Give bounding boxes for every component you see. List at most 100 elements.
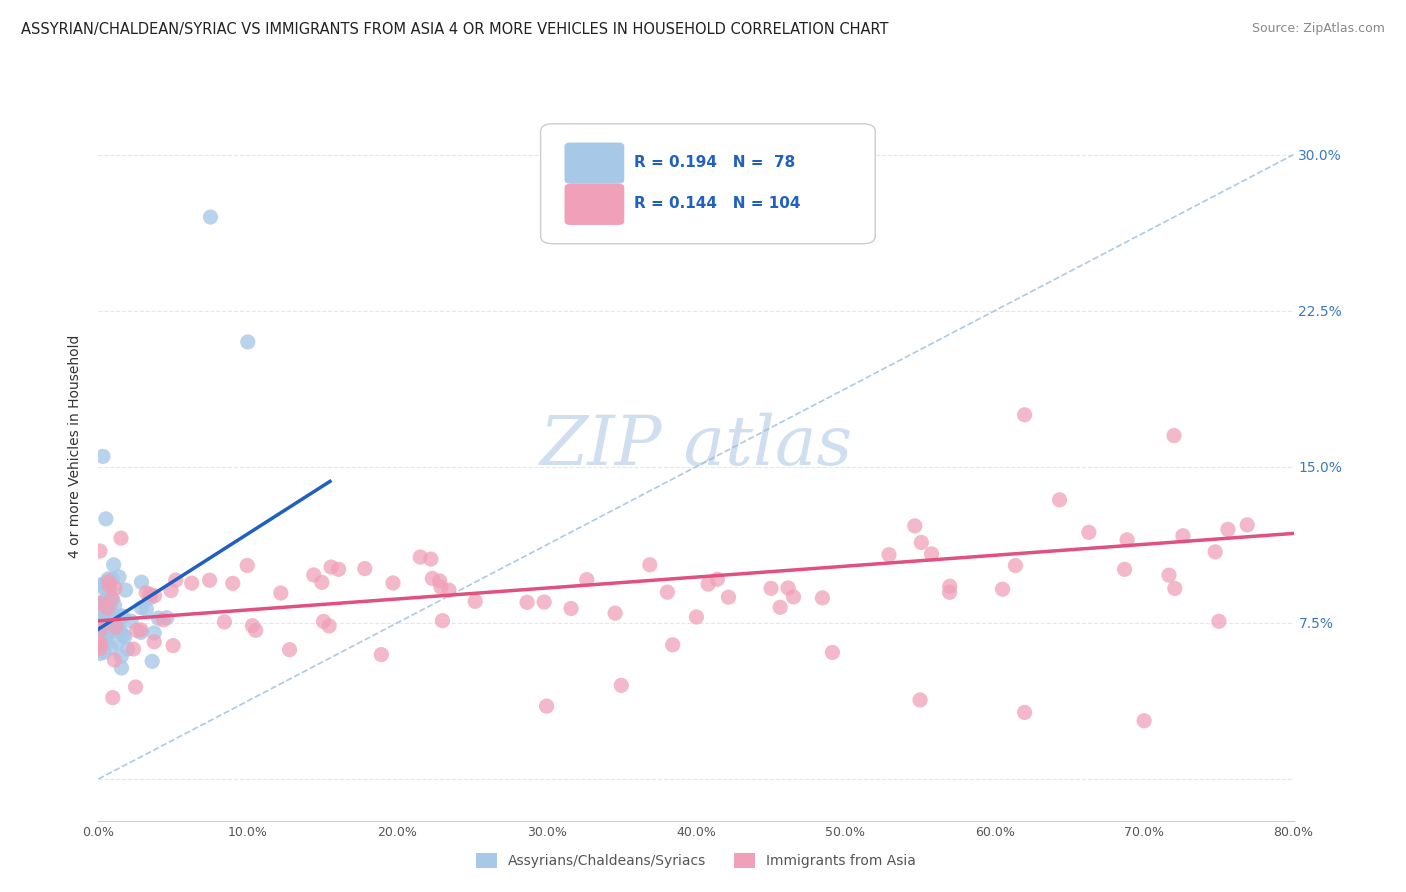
Point (1216, 523, 1239, 537)
Point (938, 585, 960, 599)
Point (312, 615, 335, 629)
Point (1004, 558, 1026, 573)
Point (533, 595, 555, 609)
Point (89, 647, 111, 661)
Point (1163, 428, 1185, 442)
Point (141, 654, 163, 668)
Point (1164, 582, 1187, 596)
Point (120, 614, 142, 628)
Point (821, 645, 844, 659)
Point (138, 587, 160, 601)
Point (97, 572, 120, 586)
Point (96, 577, 118, 591)
Point (143, 635, 166, 649)
Point (89, 641, 111, 656)
Point (104, 581, 127, 595)
Point (1157, 568, 1180, 582)
Point (100, 640, 122, 655)
Point (94, 616, 117, 631)
Point (122, 642, 145, 657)
Point (908, 693, 931, 707)
Point (91, 580, 114, 594)
Point (112, 628, 135, 642)
Point (242, 618, 264, 632)
Point (904, 519, 927, 533)
Point (610, 678, 633, 692)
Point (1077, 525, 1099, 540)
Point (657, 585, 679, 599)
Point (100, 619, 122, 633)
Point (759, 582, 782, 596)
Point (89, 625, 111, 640)
Point (782, 590, 804, 604)
Point (432, 614, 454, 628)
Text: ASSYRIAN/CHALDEAN/SYRIAC VS IMMIGRANTS FROM ASIA 4 OR MORE VEHICLES IN HOUSEHOLD: ASSYRIAN/CHALDEAN/SYRIAC VS IMMIGRANTS F… (21, 22, 889, 37)
Point (110, 661, 132, 675)
Point (93, 645, 115, 659)
Point (697, 577, 720, 591)
Point (107, 621, 129, 635)
Point (100, 591, 122, 606)
Point (89, 638, 111, 652)
Point (1114, 562, 1136, 576)
Point (114, 630, 136, 644)
Point (278, 642, 301, 657)
Point (100, 598, 122, 612)
Point (1236, 517, 1258, 532)
Point (311, 575, 333, 590)
Point (108, 624, 131, 639)
Point (100, 607, 122, 621)
Point (100, 614, 122, 628)
Point (139, 591, 162, 605)
Point (811, 591, 834, 605)
FancyBboxPatch shape (541, 124, 876, 244)
FancyBboxPatch shape (565, 184, 624, 225)
Point (605, 606, 627, 620)
Point (94, 512, 117, 526)
Point (1014, 706, 1036, 720)
Point (89, 544, 111, 558)
Point (419, 552, 441, 566)
Y-axis label: 4 or more Vehicles in Household: 4 or more Vehicles in Household (69, 334, 83, 558)
Point (103, 653, 125, 667)
Point (420, 571, 443, 585)
Point (129, 625, 152, 640)
Point (110, 608, 132, 623)
Point (143, 626, 166, 640)
Point (98, 582, 121, 597)
Point (1208, 615, 1230, 629)
Point (148, 611, 170, 625)
Point (236, 334, 259, 349)
Point (706, 572, 728, 586)
Point (103, 598, 125, 612)
Point (1171, 529, 1194, 543)
Point (98, 605, 121, 619)
Point (97, 626, 120, 640)
Point (97, 574, 120, 589)
Point (101, 572, 124, 586)
Point (180, 576, 202, 591)
Point (91, 578, 114, 592)
Point (101, 690, 124, 705)
Point (437, 583, 460, 598)
Point (124, 680, 146, 694)
Point (165, 573, 187, 587)
Point (160, 583, 183, 598)
Point (97, 624, 120, 638)
Point (107, 635, 129, 649)
Point (129, 623, 152, 637)
Point (152, 613, 174, 627)
Point (1116, 533, 1139, 547)
Point (89, 623, 111, 637)
Point (97, 601, 120, 615)
Point (1014, 408, 1036, 422)
Point (991, 582, 1014, 596)
Point (110, 531, 132, 545)
Point (910, 535, 932, 549)
Point (661, 638, 683, 652)
Point (319, 560, 342, 574)
Point (111, 609, 134, 624)
Point (429, 574, 451, 588)
Point (270, 586, 292, 600)
Point (89, 638, 111, 652)
